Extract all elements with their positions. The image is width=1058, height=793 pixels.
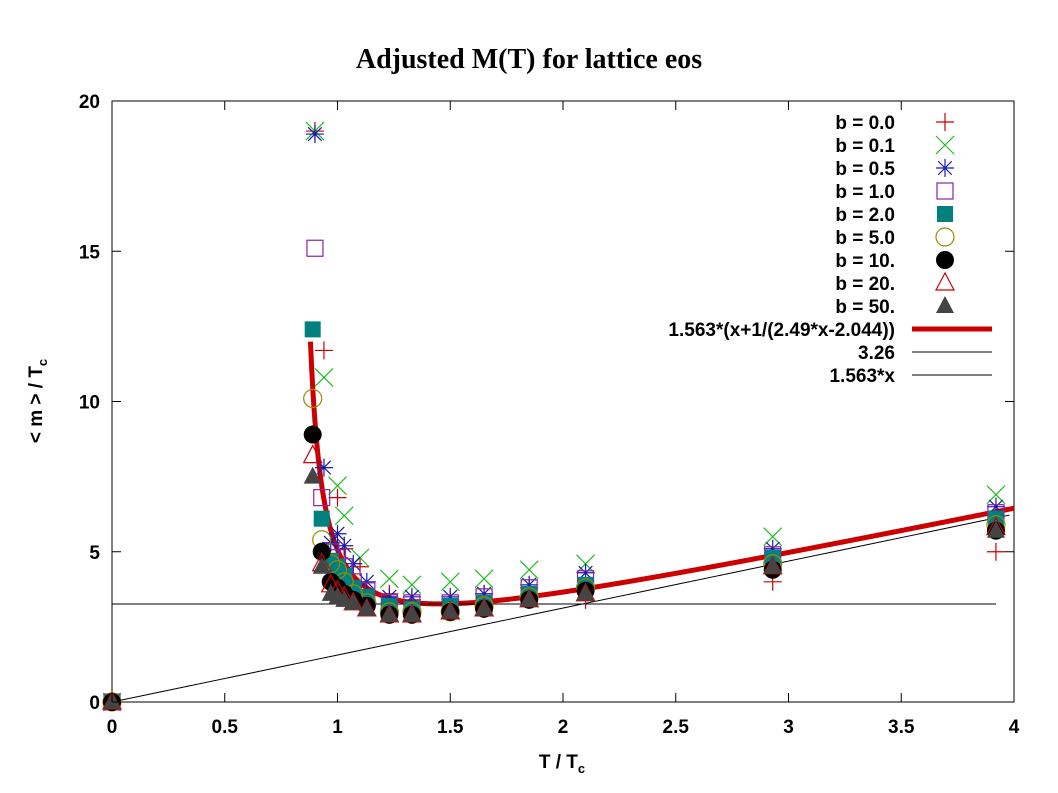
curve-linear: [112, 514, 1010, 702]
data-point: [520, 589, 539, 607]
legend-label: b = 5.0: [835, 228, 895, 249]
x-tick-label: 0.5: [212, 717, 239, 738]
legend-marker: [935, 135, 955, 155]
legend-marker: [936, 251, 954, 269]
legend-label: 1.563*(x+1/(2.49*x-2.044)): [668, 320, 895, 341]
data-point: [302, 444, 323, 464]
data-point: [312, 556, 331, 574]
data-point: [380, 587, 399, 606]
data-point: [328, 476, 347, 496]
data-point: [303, 388, 323, 409]
data-point: [402, 604, 421, 622]
legend-marker: [936, 159, 954, 177]
data-point: [441, 587, 460, 606]
legend-marker: [935, 227, 955, 247]
data-point: [328, 488, 347, 507]
legend-label: 1.563*x: [829, 366, 895, 387]
x-tick-label: 0: [107, 717, 118, 738]
data-point: [328, 524, 347, 543]
legend-label: b = 10.: [835, 251, 895, 272]
data-point: [986, 497, 1005, 516]
x-tick-label: 2: [558, 717, 569, 738]
data-point: [379, 569, 399, 589]
axis-ticks: 0 0.5 1 1.5 2 2.5 3 3.5 4 0 5 10 15 20: [79, 92, 1020, 738]
y-axis-label: < m > / Tc: [26, 359, 50, 443]
legend-label: b = 2.0: [835, 205, 895, 226]
legend-marker: [936, 182, 954, 200]
data-point: [440, 572, 460, 592]
data-point: [344, 554, 363, 573]
data-point: [357, 572, 376, 591]
data-point: [312, 542, 331, 561]
y-tick-label: 10: [79, 393, 100, 414]
data-point: [402, 587, 421, 606]
x-tick-label: 4: [1009, 717, 1020, 738]
data-point: [313, 489, 331, 507]
data-point: [304, 321, 321, 338]
chart-title: Adjusted M(T) for lattice eos: [355, 44, 703, 75]
legend-marker: [936, 113, 954, 131]
legend-label: b = 0.0: [835, 113, 895, 134]
data-point: [357, 598, 376, 616]
data-point: [763, 556, 782, 574]
data-point: [314, 458, 333, 477]
y-tick-label: 15: [79, 242, 101, 263]
legend-label: 3.26: [858, 343, 895, 364]
data-point: [306, 239, 324, 257]
data-point: [380, 604, 399, 622]
data-point: [344, 592, 363, 610]
y-tick-label: 0: [89, 693, 100, 714]
data-point: [351, 557, 370, 576]
data-point: [441, 601, 460, 619]
data-point: [520, 575, 539, 594]
data-point: [334, 506, 354, 526]
data-points: [102, 121, 1006, 712]
data-point: [335, 536, 354, 555]
x-tick-label: 3: [783, 717, 794, 738]
data-point: [475, 598, 494, 616]
data-point: [986, 542, 1005, 561]
legend-label: b = 50.: [835, 297, 895, 318]
fit-curves: [112, 341, 1014, 702]
legend-marker: [936, 296, 954, 313]
legend-label: b = 20.: [835, 274, 895, 295]
data-point: [475, 584, 494, 603]
curve-function: [307, 341, 1014, 607]
x-tick-label: 1.5: [437, 717, 464, 738]
data-point: [763, 539, 782, 558]
legend-marker: [935, 271, 955, 291]
x-tick-label: 1: [332, 717, 343, 738]
legend-label: b = 1.0: [835, 182, 895, 203]
data-point: [576, 583, 595, 601]
legend-label: b = 0.5: [835, 159, 895, 180]
data-point: [313, 510, 330, 527]
y-tick-label: 5: [89, 543, 100, 564]
data-point: [314, 368, 334, 387]
x-tick-label: 2.5: [663, 717, 690, 738]
data-point: [519, 560, 539, 580]
data-point: [314, 341, 333, 360]
data-point: [303, 466, 322, 484]
x-axis-label: T / Tc: [539, 752, 585, 776]
legend-label: b = 0.1: [835, 136, 895, 157]
data-point: [474, 569, 494, 589]
data-point: [303, 425, 322, 444]
data-point: [305, 125, 324, 144]
legend-marker: [937, 206, 953, 222]
legend: b = 0.0b = 0.1b = 0.5b = 1.0b = 2.0b = 5…: [668, 113, 992, 387]
data-point: [576, 554, 595, 574]
data-point: [576, 563, 595, 582]
y-tick-label: 20: [79, 92, 100, 113]
data-point: [986, 520, 1005, 538]
x-tick-label: 3.5: [888, 717, 915, 738]
